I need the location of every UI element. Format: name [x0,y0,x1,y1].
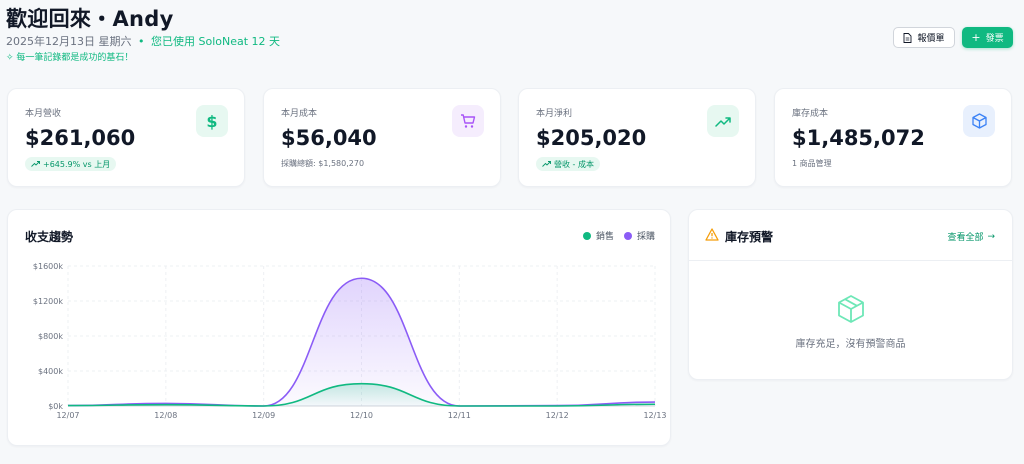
trending-up-icon [31,161,40,167]
arrow-right-icon: → [987,231,995,242]
date-line: 2025年12月13日 星期六 • 您已使用 SoloNeat 12 天 [6,35,280,49]
stat-label: 本月營收 [25,109,62,119]
y-tick-label: $1200k [33,297,63,306]
x-tick-label: 12/13 [643,411,666,420]
document-icon [904,32,912,43]
legend-item-purchase[interactable]: 採購 [623,229,655,242]
cube-icon [963,105,995,137]
view-all-label: 查看全部 [947,233,984,243]
trending-up-icon [542,161,551,167]
package-icon [838,295,864,323]
stat-card-profit: 本月淨利 $205,020 營收 - 成本 [518,88,756,187]
legend-label-sales: 銷售 [595,232,614,242]
y-tick-label: $800k [38,332,63,341]
page-header: 歡迎回來・Andy 2025年12月13日 星期六 • 您已使用 SoloNea… [6,6,280,64]
warning-icon [705,228,719,241]
quote-button[interactable]: 報價單 [893,27,955,48]
stat-badge-text: 營收 - 成本 [554,159,594,169]
sparkle-icon: ✧ [6,53,14,63]
dollar-icon: $ [196,105,228,137]
stat-label: 本月成本 [281,109,318,119]
stock-alert-title: 庫存預警 [725,230,774,244]
series-area-sales [68,383,655,406]
empty-state-text: 庫存充足，沒有預警商品 [795,339,906,350]
quote-button-label: 報價單 [917,34,945,44]
x-tick-label: 12/12 [546,411,569,420]
motto-text: 每一筆記錄都是成功的基石！ [16,53,134,63]
y-tick-label: $1600k [33,262,63,271]
motto-line: ✧ 每一筆記錄都是成功的基石！ [6,52,280,64]
stat-badge-text: +645.9% vs 上月 [43,159,111,169]
invoice-button-label: 發票 [985,34,1004,44]
trend-chart-card: 收支趨勢 銷售 採購 $0k $400k $800k $1200k $1600k 12/0… [7,209,671,446]
stat-label: 本月淨利 [536,109,573,119]
view-all-link[interactable]: 查看全部 → [947,230,995,244]
invoice-button[interactable]: + 發票 [962,27,1013,48]
current-date: 2025年12月13日 星期六 [6,35,132,48]
legend-item-sales[interactable]: 銷售 [582,229,614,242]
stat-value: $1,485,072 [792,126,925,150]
series-line-sales [67,382,656,407]
x-tick-label: 12/07 [56,411,79,420]
legend-dot-sales [582,231,591,240]
stat-value: $261,060 [25,126,136,150]
stat-badge: 營收 - 成本 [536,157,600,171]
x-tick-label: 12/09 [252,411,275,420]
trend-chart: $0k $400k $800k $1200k $1600k 12/07 12/08 12/09… [33,262,667,420]
stat-subtext: 採購總額: $1,580,270 [281,159,365,168]
stat-card-cost: 本月成本 $56,040 採購總額: $1,580,270 [263,88,501,187]
stat-subtext: 1 商品管理 [792,159,832,168]
stat-card-revenue: 本月營收 $261,060 +645.9% vs 上月 $ [7,88,245,187]
chart-legend: 銷售 採購 [582,229,655,242]
trend-title: 收支趨勢 [25,230,74,244]
trending-up-icon [707,105,739,137]
stat-badge: +645.9% vs 上月 [25,157,117,171]
x-tick-label: 12/11 [448,411,471,420]
stock-alert-card: 庫存預警 查看全部 → 庫存充足，沒有預警商品 [688,209,1013,380]
stock-alert-header: 庫存預警 查看全部 → [689,210,1012,261]
plus-icon: + [971,31,981,44]
x-tick-label: 12/08 [154,411,177,420]
legend-dot-purchase [623,231,632,240]
stat-label: 庫存成本 [792,109,829,119]
page-title: 歡迎回來・Andy [6,7,174,31]
y-tick-label: $400k [38,367,63,376]
stat-value: $205,020 [536,126,647,150]
usage-days: 您已使用 SoloNeat 12 天 [151,35,281,48]
y-tick-label: $0k [48,402,63,411]
separator-dot: • [138,35,145,48]
series-area-purchase [68,278,655,406]
x-tick-label: 12/10 [350,411,373,420]
legend-label-purchase: 採購 [636,232,655,242]
cart-icon [452,105,484,137]
stat-value: $56,040 [281,126,377,150]
stat-card-inventory: 庫存成本 $1,485,072 1 商品管理 [774,88,1012,187]
